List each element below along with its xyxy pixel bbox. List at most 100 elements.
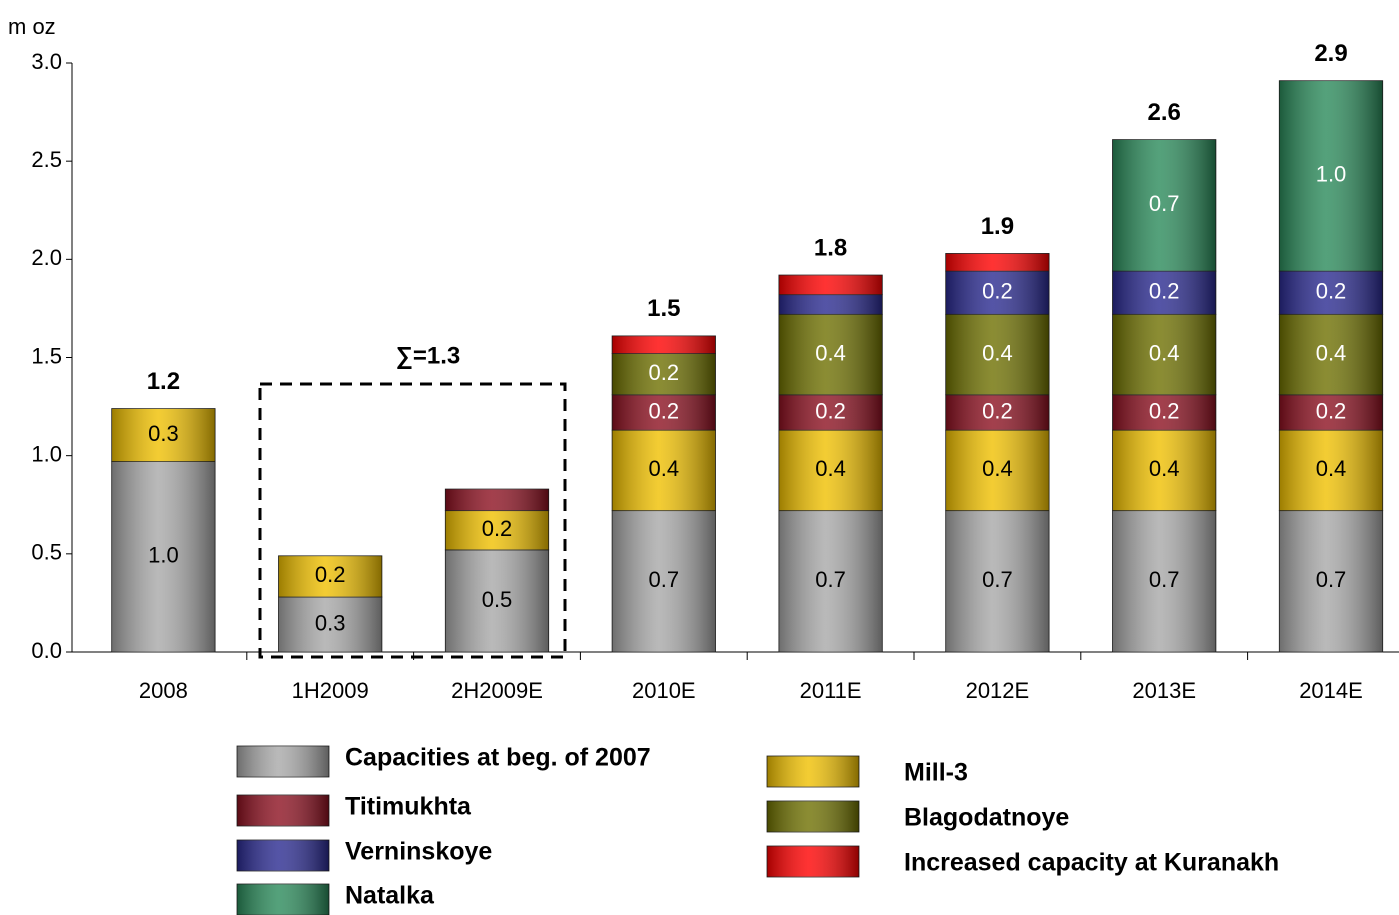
segment-label: 0.2 — [482, 516, 513, 541]
total-label: 2.6 — [1148, 99, 1181, 126]
legend-shade — [767, 801, 859, 832]
bar-shade — [445, 510, 549, 550]
segment-label: 0.3 — [315, 610, 346, 635]
segment-label: 0.7 — [815, 567, 846, 592]
y-tick-label: 2.0 — [31, 245, 62, 270]
x-tick-label: 1H2009 — [292, 678, 369, 703]
segment-label: 0.2 — [1316, 398, 1347, 423]
segment-label: 0.4 — [1149, 456, 1180, 481]
segment-label: 0.4 — [815, 340, 846, 365]
x-tick-label: 2010E — [632, 678, 696, 703]
bar-shade — [1112, 139, 1216, 272]
segment-label: 0.4 — [982, 456, 1013, 481]
bar-shade — [1279, 510, 1383, 652]
annotation: ∑=1.3 — [396, 342, 461, 369]
legend-shade — [767, 846, 859, 877]
total-label: 1.8 — [814, 234, 847, 261]
segment-label: 0.2 — [1149, 279, 1180, 304]
bar-shade — [111, 408, 216, 462]
legend-label: Verninskoye — [345, 838, 492, 866]
bar-shade — [1279, 394, 1383, 431]
segment-label: 0.4 — [1149, 340, 1180, 365]
segment-label: 0.2 — [649, 360, 680, 385]
legend-shade — [767, 756, 859, 787]
bar-shade — [1279, 430, 1383, 511]
y-tick-label: 0.0 — [31, 638, 62, 663]
bar-shade — [778, 394, 883, 431]
bar-shade — [778, 430, 883, 511]
bar-shade — [778, 294, 883, 315]
segment-label: 0.4 — [982, 340, 1013, 365]
total-label: 1.2 — [147, 368, 180, 395]
bar-shade — [945, 430, 1050, 511]
group-box — [258, 382, 567, 659]
bar-shade — [1279, 271, 1383, 315]
legend-label: Capacities at beg. of 2007 — [345, 744, 651, 772]
bar-shade — [1112, 271, 1216, 315]
bar-shade — [612, 394, 716, 431]
y-tick-label: 0.5 — [31, 540, 62, 565]
x-tick-label: 2013E — [1132, 678, 1196, 703]
segment-label: 0.2 — [1316, 279, 1347, 304]
segment-label: 0.4 — [1316, 340, 1347, 365]
bar-shade — [445, 489, 549, 511]
x-tick-label: 2012E — [966, 678, 1030, 703]
legend-shade — [237, 795, 329, 826]
segment-label: 0.2 — [982, 279, 1013, 304]
bar-shade — [778, 275, 883, 295]
bar-shade — [1112, 430, 1216, 511]
bar-shade — [612, 430, 716, 511]
segment-label: 0.2 — [1149, 398, 1180, 423]
legend-shade — [237, 840, 329, 871]
bar-shade — [945, 510, 1050, 652]
bar-shade — [778, 314, 883, 395]
legend-label: Blagodatnoye — [904, 804, 1069, 832]
bar-shade — [1112, 510, 1216, 652]
y-axis-title: m oz — [8, 14, 56, 39]
segment-label: 0.7 — [1316, 567, 1347, 592]
segment-label: 0.5 — [482, 587, 513, 612]
bar-shade — [945, 253, 1050, 272]
segment-label: 0.7 — [649, 567, 680, 592]
legend-shade — [237, 746, 329, 777]
x-tick-label: 2014E — [1299, 678, 1363, 703]
segment-label: 0.4 — [649, 456, 680, 481]
segment-label: 0.2 — [315, 562, 346, 587]
bar-shade — [1279, 314, 1383, 395]
bar-shade — [945, 314, 1050, 395]
segment-label: 0.3 — [148, 421, 179, 446]
bar-shade — [445, 549, 549, 652]
segment-label: 0.2 — [982, 398, 1013, 423]
y-tick-label: 1.0 — [31, 441, 62, 466]
legend-label: Increased capacity at Kuranakh — [904, 849, 1279, 877]
bar-shade — [1279, 80, 1383, 272]
segment-label: 0.2 — [815, 398, 846, 423]
segment-label: 0.2 — [649, 398, 680, 423]
bar-shade — [778, 510, 883, 652]
segment-label: 1.0 — [1316, 162, 1347, 187]
legend-label: Titimukhta — [345, 793, 472, 821]
total-label: 2.9 — [1314, 40, 1347, 67]
x-tick-label: 2008 — [139, 678, 188, 703]
segment-label: 1.0 — [148, 543, 179, 568]
bar-shade — [111, 461, 216, 652]
bar-shade — [612, 353, 716, 395]
legend-label: Natalka — [345, 882, 435, 910]
bar-shade — [278, 555, 382, 598]
bar-shade — [278, 597, 382, 652]
total-label: 1.9 — [981, 213, 1014, 240]
x-tick-label: 2011E — [800, 678, 862, 703]
x-tick-label: 2H2009E — [451, 678, 543, 703]
y-tick-label: 3.0 — [31, 49, 62, 74]
total-label: 1.5 — [647, 295, 680, 322]
bar-shade — [945, 394, 1050, 431]
y-tick-label: 1.5 — [31, 343, 62, 368]
bar-shade — [1112, 394, 1216, 431]
y-tick-label: 2.5 — [31, 147, 62, 172]
segment-label: 0.7 — [982, 567, 1013, 592]
segment-label: 0.4 — [1316, 456, 1347, 481]
segment-label: 0.7 — [1149, 191, 1180, 216]
legend-shade — [237, 884, 329, 915]
